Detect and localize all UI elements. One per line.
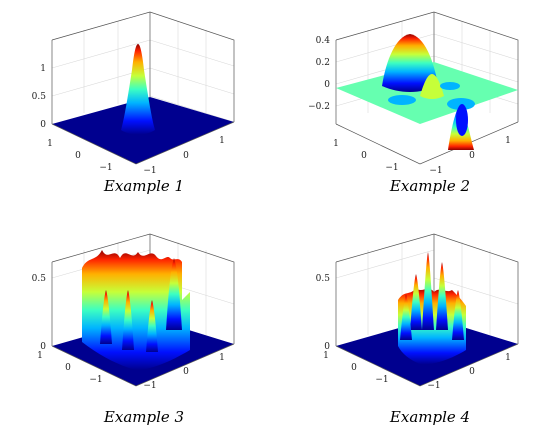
negative-bump-base [447, 98, 475, 110]
z-tick: 0.5 [32, 274, 47, 284]
small-bump [420, 74, 444, 99]
y-tick: 1 [505, 136, 511, 146]
y-tick: 0 [469, 367, 475, 377]
z-tick: 0 [40, 342, 46, 352]
x-ticks: 1 0 −1 [37, 351, 103, 385]
y-ticks: −1 0 1 [429, 136, 511, 176]
z-ticks: 0 0.5 [316, 274, 331, 352]
x-ticks: 1 0 −1 [47, 139, 113, 173]
z-ticks: 0 0.5 1 [32, 64, 47, 130]
x-tick: −1 [99, 163, 112, 173]
dip [388, 95, 416, 105]
z-tick: 0 [40, 120, 46, 130]
z-tick: 1 [40, 64, 46, 74]
x-tick: −1 [375, 375, 388, 385]
positive-bump [382, 34, 438, 92]
spike [422, 252, 434, 330]
y-tick: 0 [183, 151, 189, 161]
spike [166, 258, 182, 330]
z-ticks: 0 0.5 [32, 274, 47, 352]
spike [410, 274, 422, 330]
z-tick: −0.2 [308, 102, 330, 112]
x-tick: 0 [361, 151, 367, 161]
caption-example-4: Example 4 [389, 408, 470, 426]
x-tick: 1 [37, 351, 43, 361]
y-tick: 1 [219, 136, 225, 146]
surface-example-1 [121, 44, 155, 135]
surface-example-3 [82, 250, 190, 370]
z-tick: 0 [324, 80, 330, 90]
z-tick: 0 [324, 342, 330, 352]
z-tick: 0.2 [316, 58, 330, 68]
central-peak [121, 44, 155, 135]
x-tick: 0 [65, 363, 71, 373]
y-tick: −1 [429, 166, 442, 176]
panel-example-3: 0 0.5 1 0 −1 −1 0 1 Example 3 [32, 233, 235, 426]
spike [122, 290, 134, 350]
y-tick: −1 [143, 381, 156, 391]
x-tick: 1 [333, 139, 339, 149]
x-tick: 1 [323, 351, 329, 361]
surface-example-4 [398, 252, 466, 365]
z-ticks: −0.2 0 0.2 0.4 [308, 36, 330, 112]
x-ticks: 1 0 −1 [323, 351, 389, 385]
spike [436, 262, 448, 330]
y-tick: 1 [219, 353, 225, 363]
x-tick: −1 [385, 163, 398, 173]
dip [440, 82, 460, 90]
y-ticks: −1 0 1 [143, 136, 225, 176]
spike [100, 290, 112, 344]
z-tick: 0.4 [316, 36, 331, 46]
y-ticks: −1 0 1 [427, 353, 511, 391]
x-ticks: 1 0 −1 [333, 139, 399, 173]
panel-example-4: 0 0.5 1 0 −1 −1 0 1 Example 4 [316, 233, 519, 426]
y-ticks: −1 0 1 [143, 353, 225, 391]
panel-example-1: 0 0.5 1 1 0 −1 −1 0 1 Example 1 [32, 11, 235, 195]
spike [452, 290, 464, 340]
surface-example-2 [336, 34, 518, 150]
x-tick: 0 [75, 151, 81, 161]
x-tick: 0 [351, 363, 357, 373]
x-tick: 1 [47, 139, 53, 149]
caption-example-1: Example 1 [103, 177, 184, 195]
y-tick: −1 [427, 381, 440, 391]
negative-bump-core [456, 104, 468, 136]
z-tick: 0.5 [316, 274, 331, 284]
y-tick: −1 [143, 166, 156, 176]
z-tick: 0.5 [32, 92, 47, 102]
y-tick: 1 [505, 353, 511, 363]
caption-example-3: Example 3 [103, 408, 184, 426]
caption-example-2: Example 2 [389, 177, 470, 195]
spike [400, 294, 412, 340]
x-tick: −1 [89, 375, 102, 385]
panel-example-2: −0.2 0 0.2 0.4 1 0 −1 −1 0 1 Example 2 [308, 11, 519, 195]
y-tick: 0 [469, 151, 475, 161]
spike [146, 300, 158, 352]
y-tick: 0 [183, 367, 189, 377]
